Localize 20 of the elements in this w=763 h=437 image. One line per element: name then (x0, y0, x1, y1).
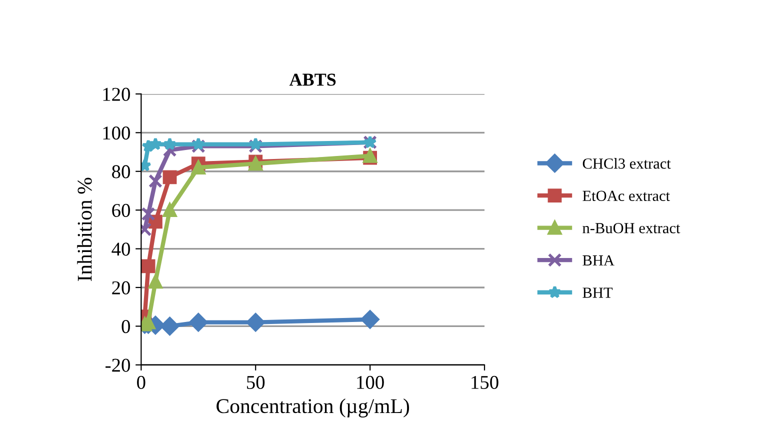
legend-label: BHT (582, 288, 613, 298)
y-tick-label: 120 (103, 88, 130, 101)
chart-title: ABTS (289, 74, 336, 86)
legend-label: CHCl3 extract (582, 158, 671, 169)
y-axis-title: Inhibition % (77, 178, 92, 282)
x-axis-title: Concentration (µg/mL) (216, 398, 410, 418)
x-tick-label: 0 (137, 376, 146, 389)
y-tick-label: 80 (112, 165, 130, 178)
y-tick-label: 60 (112, 204, 130, 218)
y-tick-label: 20 (112, 281, 130, 294)
y-tick-label: 40 (112, 242, 130, 256)
y-tick-label: -20 (106, 358, 130, 372)
x-tick-label: 50 (247, 376, 265, 389)
legend-label: BHA (582, 255, 614, 266)
legend-label: n-BuOH extract (582, 223, 680, 234)
y-tick-label: 100 (103, 126, 130, 140)
legend-label: EtOAc extract (582, 190, 670, 202)
x-tick-label: 100 (357, 376, 384, 389)
x-tick-label: 150 (472, 376, 498, 389)
y-tick-label: 0 (122, 320, 130, 334)
